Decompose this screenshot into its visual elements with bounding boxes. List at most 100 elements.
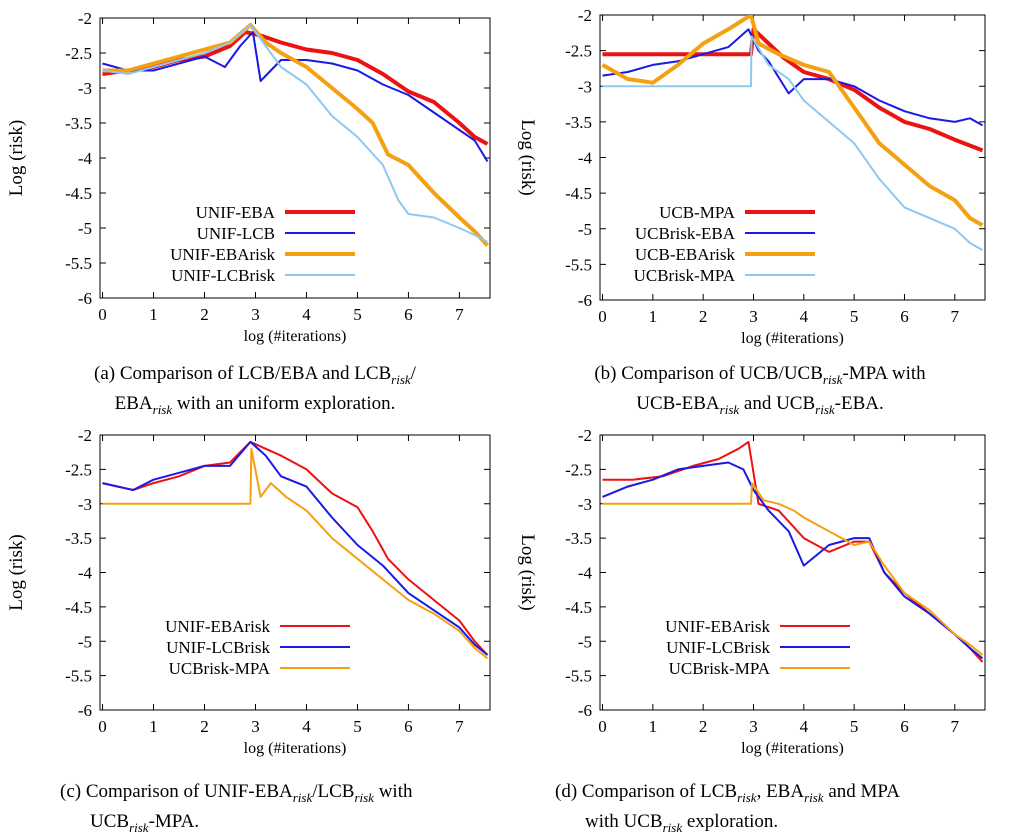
caption-c-line2-pre: UCB	[90, 810, 130, 832]
caption-b-line1-sub: risk	[822, 371, 843, 387]
y-tick-label: -2.5	[65, 44, 92, 63]
x-tick-label: 6	[404, 305, 413, 324]
legend-label: UNIF-EBA	[196, 203, 276, 222]
caption-b-line2-mid: and UCB	[739, 392, 816, 414]
y-tick-label: -6	[578, 291, 592, 310]
chart-b-svg: -2 -2.5 -3 -3.5 -4 -4.5 -5 -5.5 -6 0 1 2 3 4 5 6 7 log (#…	[517, 6, 986, 347]
legend-label: UCB-MPA	[659, 203, 736, 222]
caption-d-line1-post: and MPA	[823, 781, 900, 802]
y-tick-label: -6	[78, 701, 92, 720]
caption-d: (d) Comparison of LCBrisk, EBArisk and M…	[555, 780, 1010, 840]
caption-d-line1-mid: , EBA	[756, 781, 805, 802]
caption-d-line2-sub: risk	[662, 819, 683, 835]
x-tick-label: 6	[404, 717, 413, 736]
x-tick-label: 7	[951, 307, 960, 326]
caption-c-line1-mid: /LCB	[312, 781, 355, 802]
y-tick-label: -2	[578, 426, 592, 445]
caption-c-line2-sub: risk	[129, 819, 149, 835]
legend-label: UCBrisk-MPA	[634, 266, 736, 285]
legend-label: UCBrisk-MPA	[169, 659, 271, 678]
y-axis-label: Log (risk)	[517, 534, 538, 611]
caption-b-line1-pre: (b) Comparison of UCB/UCB	[594, 363, 823, 384]
y-tick-label: -3.5	[65, 114, 92, 133]
legend-label: UNIF-LCBrisk	[666, 638, 770, 657]
x-tick-label: 4	[302, 305, 311, 324]
y-tick-label: -4.5	[65, 184, 92, 203]
y-tick-label: -5.5	[565, 667, 592, 686]
y-tick-label: -2.5	[65, 460, 92, 479]
caption-a-line1-post: /	[410, 363, 416, 384]
caption-a-line1-sub: risk	[391, 371, 411, 387]
x-tick-label: 4	[800, 307, 809, 326]
series-line-unif-lcbrisk	[602, 461, 984, 660]
y-tick-label: -5	[578, 632, 592, 651]
x-tick-label: 7	[455, 717, 464, 736]
x-tick-label: 4	[800, 717, 809, 736]
y-tick-label: -3.5	[565, 529, 592, 548]
caption-d-line1-pre: (d) Comparison of LCB	[555, 781, 738, 802]
series-line-ucbrisk-eba	[602, 28, 983, 127]
y-tick-label: -3.5	[65, 529, 92, 548]
caption-c-line2-post: -MPA.	[148, 810, 200, 832]
y-tick-label: -4.5	[65, 598, 92, 617]
y-axis-label: Log (risk)	[6, 120, 27, 197]
y-tick-label: -6	[578, 701, 592, 720]
series-line-ucbrisk-mpa	[602, 35, 983, 251]
x-tick-label: 1	[649, 307, 658, 326]
caption-c-line1-pre: (c) Comparison of UNIF-EBA	[60, 781, 293, 802]
x-tick-label: 3	[749, 307, 758, 326]
y-tick-label: -6	[78, 289, 92, 308]
x-axis-label: log (#iterations)	[244, 740, 347, 757]
x-tick-label: 2	[699, 717, 708, 736]
chart-d-svg: -2 -2.5 -3 -3.5 -4 -4.5 -5 -5.5 -6 0 1 2 3 4 5 6 7 log (#…	[517, 426, 986, 757]
y-tick-label: -3.5	[565, 113, 592, 132]
y-tick-label: -4.5	[565, 184, 592, 203]
x-tick-label: 5	[850, 717, 859, 736]
series-line-unif-ebarisk	[102, 23, 489, 247]
x-tick-label: 7	[951, 717, 960, 736]
y-axis-label: Log (risk)	[6, 534, 27, 611]
chart-panel-a: -2 -2.5 -3 -3.5 -4 -4.5 -5 -5.5 -6 0 1 2 3 4 5 6 7 log (#…	[0, 0, 500, 360]
x-tick-label: 1	[149, 717, 158, 736]
series-line-unif-lcbrisk	[102, 440, 489, 656]
y-tick-label: -5	[78, 632, 92, 651]
legend-label: UCB-EBArisk	[635, 245, 736, 264]
y-tick-label: -5.5	[65, 667, 92, 686]
legend-label: UNIF-LCBrisk	[171, 266, 275, 285]
series-line-unif-lcb	[102, 31, 489, 163]
caption-c-line1-sub2: risk	[354, 789, 374, 805]
x-tick-label: 3	[251, 305, 260, 324]
legend-label: UNIF-EBArisk	[170, 245, 275, 264]
y-tick-label: -5.5	[565, 255, 592, 274]
series-line-unif-ebarisk	[602, 440, 984, 663]
legend-label: UNIF-LCB	[197, 224, 275, 243]
series-line-unif-lcbrisk	[102, 24, 488, 243]
y-tick-label: -4.5	[565, 598, 592, 617]
y-tick-label: -5	[578, 220, 592, 239]
caption-a-line2-pre: EBA	[114, 392, 153, 414]
series-line-ucbrisk-mpa	[102, 447, 489, 660]
x-tick-label: 0	[598, 307, 607, 326]
caption-b: (b) Comparison of UCB/UCBrisk-MPA with U…	[520, 362, 1000, 422]
series-line-ucbrisk-mpa	[602, 482, 984, 656]
x-tick-label: 1	[149, 305, 158, 324]
series-line-unif-eba	[102, 30, 489, 146]
caption-b-line2-sub2: risk	[815, 401, 835, 417]
legend-label: UCBrisk-MPA	[669, 659, 771, 678]
x-tick-label: 6	[900, 307, 909, 326]
y-tick-label: -5.5	[65, 254, 92, 273]
y-tick-label: -4	[578, 149, 593, 168]
x-axis-label: log (#iterations)	[741, 740, 844, 757]
caption-d-line2-pre: with UCB	[585, 810, 663, 832]
x-tick-label: 7	[455, 305, 464, 324]
y-axis-label: Log (risk)	[517, 119, 538, 196]
y-tick-label: -2	[78, 426, 92, 445]
x-axis-label: log (#iterations)	[741, 330, 844, 347]
x-tick-label: 2	[200, 305, 209, 324]
y-tick-label: -3	[78, 495, 92, 514]
y-tick-label: -3	[578, 77, 592, 96]
series-line-ucb-ebarisk	[601, 15, 984, 227]
x-axis-label: log (#iterations)	[244, 328, 347, 345]
y-tick-label: -4	[78, 149, 93, 168]
caption-c: (c) Comparison of UNIF-EBArisk/LCBrisk w…	[60, 780, 510, 840]
